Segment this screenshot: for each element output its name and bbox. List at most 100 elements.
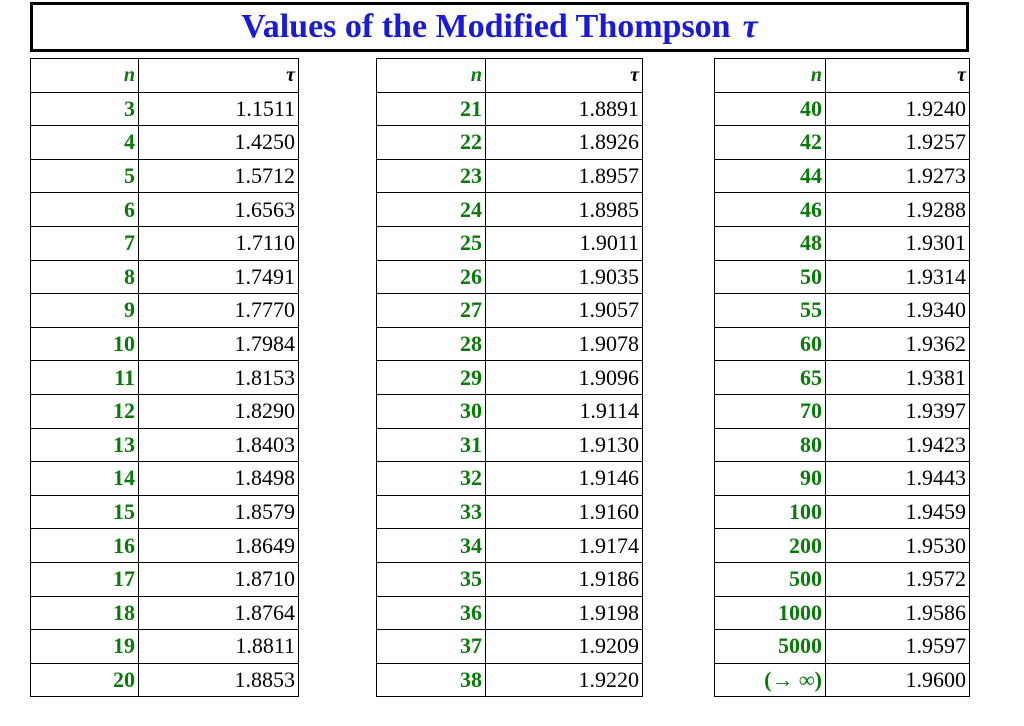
- cell-n: 50: [714, 260, 826, 295]
- table-row: 55 1.9340: [714, 293, 970, 328]
- cell-tau: 1.9288: [825, 192, 970, 227]
- cell-n: 80: [714, 428, 826, 463]
- table-row: 90 1.9443: [714, 461, 970, 496]
- table-row: 80 1.9423: [714, 428, 970, 463]
- cell-tau: 1.8290: [138, 394, 299, 429]
- table-row: 35 1.9186: [376, 562, 643, 597]
- cell-tau: 1.9130: [485, 428, 643, 463]
- cell-n: 28: [376, 327, 486, 362]
- cell-tau: 1.9597: [825, 629, 970, 664]
- cell-tau: 1.9220: [485, 663, 643, 698]
- cell-tau: 1.9459: [825, 495, 970, 530]
- table-row: 18 1.8764: [30, 596, 299, 631]
- cell-n: 30: [376, 394, 486, 429]
- cell-tau: 1.9423: [825, 428, 970, 463]
- cell-tau: 1.9362: [825, 327, 970, 362]
- cell-n: (→ ∞): [714, 663, 826, 698]
- cell-tau: 1.8498: [138, 461, 299, 496]
- cell-n: 16: [30, 528, 139, 563]
- cell-tau: 1.9397: [825, 394, 970, 429]
- cell-tau: 1.8649: [138, 528, 299, 563]
- table-row: 22 1.8926: [376, 125, 643, 160]
- cell-tau: 1.9096: [485, 360, 643, 395]
- table-row: 34 1.9174: [376, 528, 643, 563]
- title-tau-symbol: τ: [742, 8, 758, 45]
- table-row: 7 1.7110: [30, 226, 299, 261]
- cell-n: 24: [376, 192, 486, 227]
- cell-tau: 1.9273: [825, 159, 970, 194]
- table-row: 25 1.9011: [376, 226, 643, 261]
- cell-n: 38: [376, 663, 486, 698]
- cell-tau: 1.8926: [485, 125, 643, 160]
- table-row: 65 1.9381: [714, 360, 970, 395]
- table-row: 5 1.5712: [30, 159, 299, 194]
- cell-n: 17: [30, 562, 139, 597]
- cell-tau: 1.8153: [138, 360, 299, 395]
- table-row: 36 1.9198: [376, 596, 643, 631]
- cell-n: 15: [30, 495, 139, 530]
- cell-n: 14: [30, 461, 139, 496]
- table-block-3: n τ 40 1.9240 42 1.9257 44 1.9273 46 1.9288 48 1.93…: [714, 58, 970, 698]
- cell-n: 40: [714, 92, 826, 127]
- cell-n: 3: [30, 92, 139, 127]
- table-row: 100 1.9459: [714, 495, 970, 530]
- table-row: 200 1.9530: [714, 528, 970, 563]
- table-row: 28 1.9078: [376, 327, 643, 362]
- cell-tau: 1.9530: [825, 528, 970, 563]
- cell-tau: 1.9174: [485, 528, 643, 563]
- header-tau: τ: [825, 58, 970, 93]
- cell-n: 90: [714, 461, 826, 496]
- table-row: (→ ∞) 1.9600: [714, 663, 970, 698]
- cell-tau: 1.9301: [825, 226, 970, 261]
- table-row: 42 1.9257: [714, 125, 970, 160]
- header-n: n: [30, 58, 139, 93]
- table-row: 70 1.9397: [714, 394, 970, 429]
- table-row: 27 1.9057: [376, 293, 643, 328]
- table-row: 31 1.9130: [376, 428, 643, 463]
- cell-n: 5: [30, 159, 139, 194]
- cell-tau: 1.4250: [138, 125, 299, 160]
- cell-n: 22: [376, 125, 486, 160]
- cell-n: 65: [714, 360, 826, 395]
- table-row: 20 1.8853: [30, 663, 299, 698]
- table-row: 26 1.9035: [376, 260, 643, 295]
- table-row: 37 1.9209: [376, 629, 643, 664]
- cell-tau: 1.9146: [485, 461, 643, 496]
- cell-tau: 1.9057: [485, 293, 643, 328]
- cell-n: 42: [714, 125, 826, 160]
- table-block-2: n τ 21 1.8891 22 1.8926 23 1.8957 24 1.8985 25 1.90…: [376, 58, 643, 698]
- cell-n: 60: [714, 327, 826, 362]
- table-row: 23 1.8957: [376, 159, 643, 194]
- table-row: 60 1.9362: [714, 327, 970, 362]
- cell-n: 12: [30, 394, 139, 429]
- table-row: 3 1.1511: [30, 92, 299, 127]
- cell-n: 33: [376, 495, 486, 530]
- cell-tau: 1.9078: [485, 327, 643, 362]
- cell-tau: 1.9572: [825, 562, 970, 597]
- header-n: n: [714, 58, 826, 93]
- cell-n: 31: [376, 428, 486, 463]
- cell-tau: 1.9443: [825, 461, 970, 496]
- cell-tau: 1.8985: [485, 192, 643, 227]
- table-row: 13 1.8403: [30, 428, 299, 463]
- cell-n: 20: [30, 663, 139, 698]
- cell-n: 1000: [714, 596, 826, 631]
- header-tau: τ: [138, 58, 299, 93]
- cell-tau: 1.8811: [138, 629, 299, 664]
- table-row: 17 1.8710: [30, 562, 299, 597]
- cell-tau: 1.1511: [138, 92, 299, 127]
- table-row: 29 1.9096: [376, 360, 643, 395]
- cell-n: 19: [30, 629, 139, 664]
- table-row: 6 1.6563: [30, 192, 299, 227]
- table-row: 19 1.8811: [30, 629, 299, 664]
- cell-tau: 1.9198: [485, 596, 643, 631]
- cell-n: 26: [376, 260, 486, 295]
- table-row: 1000 1.9586: [714, 596, 970, 631]
- title-text: Values of the Modified Thompson: [241, 8, 731, 45]
- cell-n: 21: [376, 92, 486, 127]
- table-row: 16 1.8649: [30, 528, 299, 563]
- table-row: 14 1.8498: [30, 461, 299, 496]
